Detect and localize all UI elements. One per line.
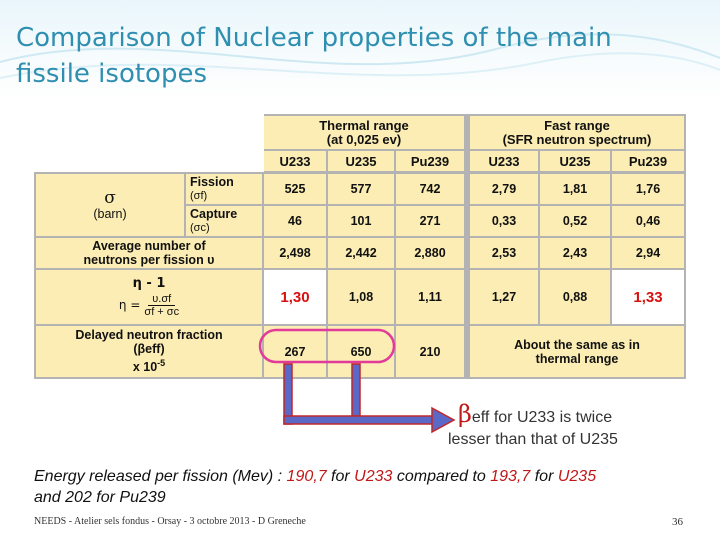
thermal-range-header: Thermal range (at 0,025 ev) [264,116,464,149]
fission-value: 525 [264,174,326,204]
beta-value: 267 [264,326,326,377]
fission-label: Fission (σf) [186,174,262,204]
capture-value: 271 [396,206,464,236]
fission-value: 742 [396,174,464,204]
nu-value: 2,53 [470,238,538,268]
eta-label: η - 1 η = υ.σf σf + σc [36,270,262,324]
capture-value: 0,52 [540,206,610,236]
fission-value: 2,79 [470,174,538,204]
cross-section-label: σ (barn) [36,174,184,236]
neutrons-per-fission-label: Average number of neutrons per fission υ [36,238,262,268]
eta-value-highlight: 1,33 [612,270,684,324]
nuclear-properties-table: Thermal range (at 0,025 ev) Fast range (SF… [34,114,686,379]
decorative-wave [0,33,720,79]
fast-range-header: Fast range (SFR neutron spectrum) [470,116,684,149]
isotope-header: U233 [470,151,538,171]
eta-value: 1,11 [396,270,464,324]
eta-value: 1,27 [470,270,538,324]
nu-value: 2,94 [612,238,684,268]
capture-value: 101 [328,206,394,236]
energy-statement: Energy released per fission (Mev) : 190,… [34,468,597,506]
footer-text: NEEDS - Atelier sels fondus - Orsay - 3 … [34,516,306,527]
slide-title: Comparison of Nuclear properties of the … [16,23,612,89]
capture-value: 46 [264,206,326,236]
delayed-neutron-label: Delayed neutron fraction (βeff) x 10-5 [36,326,262,377]
arrow-horizontal-bar [283,415,433,425]
isotope-header: U233 [264,151,326,171]
capture-value: 0,33 [470,206,538,236]
eta-value: 1,08 [328,270,394,324]
header-band [0,0,720,100]
nu-value: 2,43 [540,238,610,268]
isotope-header: U235 [328,151,394,171]
eta-value: 0,88 [540,270,610,324]
eta-value-highlight: 1,30 [264,270,326,324]
nu-value: 2,498 [264,238,326,268]
fission-value: 577 [328,174,394,204]
capture-label: Capture (σc) [186,206,262,236]
nu-value: 2,880 [396,238,464,268]
nu-value: 2,442 [328,238,394,268]
beta-value: 650 [328,326,394,377]
beta-comparison-note: βeff for U233 is twice lesser than that … [448,400,618,448]
eta-formula: η = υ.σf σf + σc [118,292,180,318]
fission-value: 1,81 [540,174,610,204]
isotope-header: Pu239 [396,151,464,171]
capture-value: 0,46 [612,206,684,236]
fission-value: 1,76 [612,174,684,204]
beta-value: 210 [396,326,464,377]
isotope-header: U235 [540,151,610,171]
page-number: 36 [672,516,683,528]
isotope-header: Pu239 [612,151,684,171]
beta-fast-note: About the same as in thermal range [470,326,684,377]
